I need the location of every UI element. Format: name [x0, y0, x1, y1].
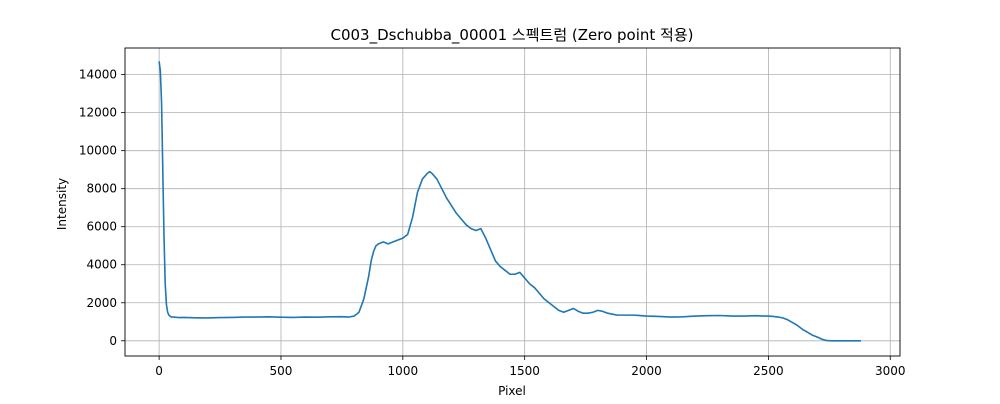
y-tick-label: 2000	[86, 296, 117, 310]
y-tick-label: 0	[109, 334, 117, 348]
x-tick-label: 2000	[631, 364, 662, 378]
y-axis-ticks: 0 2000 4000 6000 8000 10000 12000 14000	[79, 68, 125, 348]
x-tick-label: 2500	[753, 364, 784, 378]
x-tick-label: 3000	[875, 364, 906, 378]
x-axis-label: Pixel	[498, 384, 526, 398]
grid	[125, 48, 900, 356]
x-tick-label: 0	[155, 364, 163, 378]
axes-frame	[124, 47, 901, 357]
intensity-series-line	[158, 61, 862, 342]
y-axis-label: Intensity	[55, 178, 69, 230]
x-tick-label: 500	[270, 364, 293, 378]
y-tick-label: 10000	[79, 144, 117, 158]
x-tick-label: 1500	[509, 364, 540, 378]
x-axis-ticks: 0 500 1000 1500 2000 2500 3000	[155, 356, 906, 378]
y-tick-label: 14000	[79, 68, 117, 82]
y-tick-label: 8000	[86, 182, 117, 196]
chart-title: C003_Dschubba_00001 스펙트럼 (Zero point 적용)	[330, 26, 693, 45]
y-tick-label: 6000	[86, 220, 117, 234]
x-tick-label: 1000	[388, 364, 419, 378]
y-tick-label: 12000	[79, 106, 117, 120]
y-tick-label: 4000	[86, 258, 117, 272]
